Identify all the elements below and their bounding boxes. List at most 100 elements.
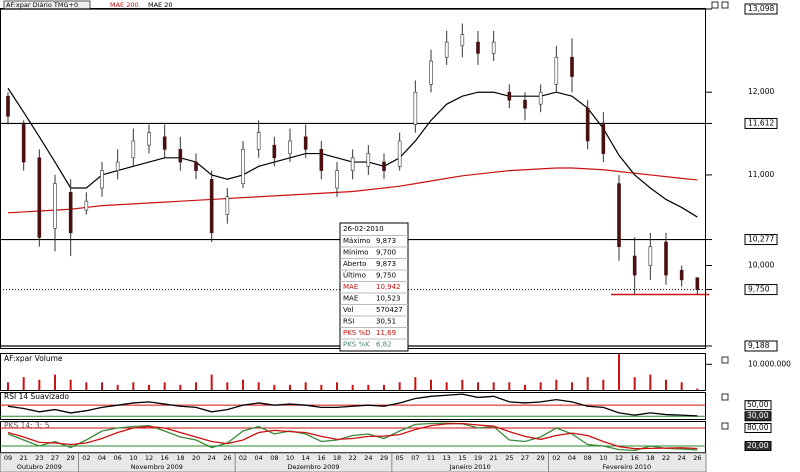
oscillator-line	[7, 422, 698, 452]
tooltip-label: Mínimo	[343, 249, 368, 257]
candle-body	[68, 192, 73, 234]
candle-body	[413, 91, 418, 125]
candle-body	[632, 255, 637, 276]
candle-body	[335, 170, 339, 189]
x-tick-label: 12	[145, 454, 153, 462]
tooltip-value: 6,82	[376, 341, 392, 349]
volume-bar	[54, 374, 56, 390]
volume-bar	[477, 382, 479, 390]
panel-buttons	[711, 1, 729, 430]
x-tick-label: 05	[396, 454, 404, 462]
x-tick-label: 08	[584, 454, 592, 462]
x-tick-label: 23	[35, 454, 43, 462]
candle-body	[648, 246, 653, 266]
x-tick-label: 22	[349, 454, 357, 462]
x-tick-label: 27	[521, 454, 529, 462]
candle-body	[194, 161, 198, 171]
x-tick-label: 02	[239, 454, 247, 462]
candle-body	[272, 144, 277, 159]
candle-body	[366, 153, 371, 167]
candle-body	[225, 196, 230, 215]
x-tick-label: 29	[537, 454, 545, 462]
tooltip: 26-02-2010 Máximo 9,873 Mínimo 9,700 Aberto 9,…	[339, 222, 409, 352]
tooltip-label: Último	[343, 271, 366, 280]
x-tick-label: 29	[67, 454, 75, 462]
volume-bar	[132, 382, 135, 390]
tooltip-value: 9,873	[376, 260, 396, 268]
panel-title: PKS 14; 3; 5	[4, 421, 50, 430]
tooltip-value: 10,942	[376, 283, 401, 291]
tooltip-box	[339, 222, 409, 352]
x-tick-label: 16	[631, 454, 639, 462]
volume-bar	[524, 384, 526, 390]
volume-bar	[85, 382, 88, 390]
x-tick-label: 21	[490, 454, 498, 462]
month-label: Novembro 2009	[131, 463, 183, 471]
tooltip-label: PKS %K	[343, 341, 370, 349]
candle-body	[100, 170, 104, 189]
tick-box	[744, 400, 772, 411]
volume-panel	[0, 353, 706, 391]
tooltip-label: RSI	[343, 318, 354, 326]
button[interactable]	[721, 422, 729, 430]
candle-body	[601, 124, 606, 154]
tooltip-value: 570427	[376, 306, 403, 314]
volume-bar	[351, 384, 354, 390]
volume-bar	[148, 384, 150, 390]
volume-bar	[508, 382, 511, 390]
x-tick-label: 06	[114, 454, 122, 462]
button[interactable]	[721, 1, 729, 9]
candle-body	[538, 91, 543, 105]
candle-body	[6, 95, 10, 117]
candle-body	[147, 132, 151, 146]
candle-body	[21, 124, 26, 163]
x-tick-label: 18	[176, 454, 184, 462]
button[interactable]	[711, 1, 719, 9]
x-tick-label: 27	[51, 454, 59, 462]
candle-body	[476, 41, 480, 54]
volume-bar	[539, 382, 542, 390]
candle-body	[53, 183, 57, 229]
volume-bar	[696, 388, 699, 390]
volume-bar	[461, 379, 464, 390]
x-tick-label: 10	[129, 454, 137, 462]
button[interactable]	[721, 393, 729, 401]
volume-bar	[398, 382, 401, 390]
tick-box	[744, 411, 772, 422]
volume-bar	[665, 379, 667, 390]
x-tick-label: 18	[646, 454, 654, 462]
candle-body	[84, 200, 89, 211]
x-tick-label: 25	[505, 454, 513, 462]
candle-body	[382, 161, 386, 171]
volume-bar	[571, 382, 573, 390]
candle-body	[554, 56, 559, 85]
candle-body	[241, 149, 245, 184]
rsi-panel	[0, 392, 706, 420]
oscillator-line	[7, 393, 698, 417]
volume-bar	[555, 379, 558, 390]
tooltip-label: PKS %D	[343, 329, 371, 337]
tooltip-label: Vol	[343, 306, 354, 314]
volume-bar	[210, 374, 213, 390]
volume-bar	[22, 377, 25, 390]
volume-bar	[649, 374, 652, 390]
button[interactable]	[721, 356, 729, 364]
candle-body	[523, 99, 527, 109]
candle-body	[664, 241, 668, 276]
x-axis-band	[0, 452, 707, 472]
x-tick-label: 10	[599, 454, 607, 462]
tooltip-value: 9,873	[376, 237, 396, 245]
candle-body	[319, 149, 324, 171]
y-tick-label: 9,750	[748, 285, 770, 294]
tooltip-value: 30,51	[376, 318, 396, 326]
volume-bar	[367, 384, 370, 390]
x-tick-label: 29	[380, 454, 388, 462]
tick-box	[744, 284, 778, 296]
candle-body	[37, 157, 42, 238]
volume-bar	[304, 382, 307, 390]
y-tick-label: 10,000	[748, 261, 774, 270]
volume-bar	[116, 384, 119, 390]
candle-body	[397, 140, 402, 167]
x-tick-label: 11	[427, 454, 435, 462]
x-tick-label: 14	[302, 454, 310, 462]
